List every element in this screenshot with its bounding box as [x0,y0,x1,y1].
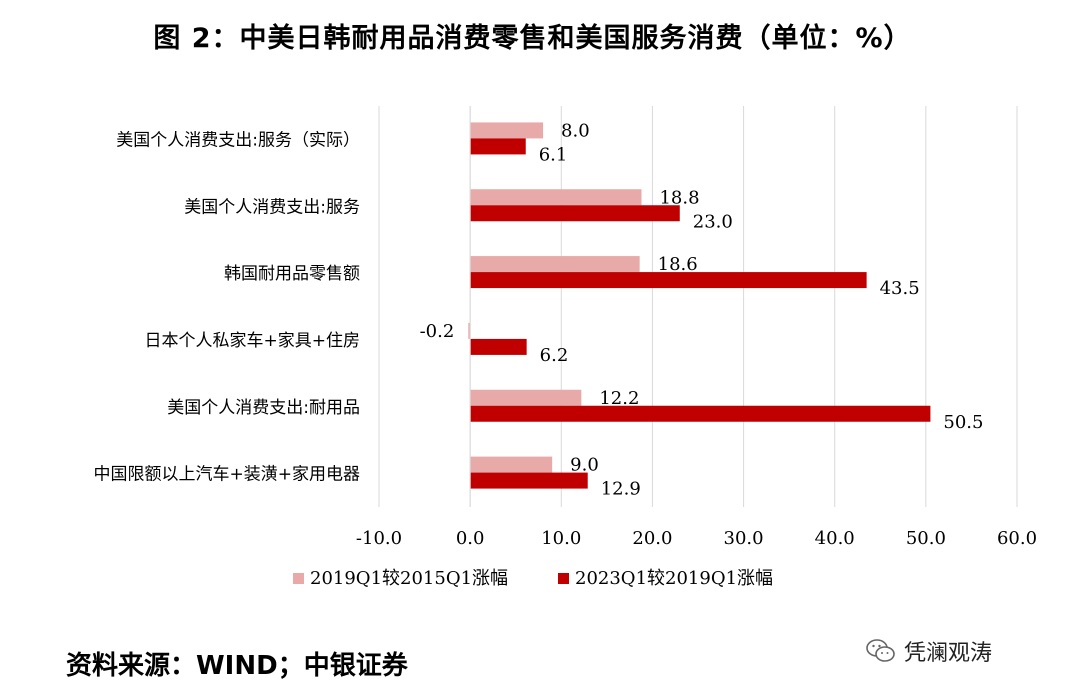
data-label: 18.8 [659,187,699,208]
data-label: 6.1 [539,144,568,165]
x-tick-label: 0.0 [456,528,485,549]
bar-series2 [470,138,526,155]
chart-title: 图 2：中美日韩耐用品消费零售和美国服务消费（单位：%） [153,23,912,54]
watermark-text: 凭澜观涛 [904,641,993,666]
data-label: -0.2 [420,321,455,342]
category-label: 日本个人私家车+家具+住房 [145,331,361,351]
bar-series1 [468,322,471,339]
bar-series2 [470,272,867,289]
bar-series1 [470,189,642,206]
data-label: 43.5 [880,278,920,299]
data-label: 50.5 [943,412,983,433]
bar-series1 [470,122,544,139]
data-label: 23.0 [693,211,733,232]
legend: 2019Q1较2015Q1涨幅 2023Q1较2019Q1涨幅 [293,568,773,589]
category-label: 美国个人消费支出:服务 [184,197,360,217]
x-tick-label: 60.0 [997,528,1037,549]
bar-series1 [470,389,582,406]
bar-series1 [470,256,640,273]
data-label: 18.6 [658,254,698,275]
x-tick-label: 10.0 [541,528,581,549]
bar-series2 [470,205,680,222]
grid-lines [378,106,1018,507]
legend-label: 2023Q1较2019Q1涨幅 [575,568,773,589]
x-tick-label: 40.0 [815,528,855,549]
bars [468,122,931,489]
wechat-icon [866,639,895,662]
data-label: 12.9 [601,479,641,500]
x-tick-label: 30.0 [724,528,764,549]
data-label: 9.0 [570,455,599,476]
data-label: 8.0 [561,120,590,141]
x-tick-label: 20.0 [632,528,672,549]
legend-swatch [293,573,304,584]
x-tick-label: 50.0 [906,528,946,549]
legend-swatch [558,573,569,584]
source-note: 资料来源：WIND；中银证券 [66,651,408,681]
watermark: 凭澜观涛 [866,633,992,669]
legend-label: 2019Q1较2015Q1涨幅 [310,568,508,589]
bar-series2 [470,472,588,489]
category-label: 中国限额以上汽车+装潢+家用电器 [94,465,361,485]
bar-series2 [470,338,527,355]
bar-series2 [470,405,931,422]
data-label: 6.2 [540,345,569,366]
category-label: 韩国耐用品零售额 [224,264,360,284]
axes: -10.0 0.0 10.0 20.0 30.0 40.0 50.0 60.0 美国个人消费支出… [94,106,1037,549]
data-labels: 8.0 6.1 18.8 23.0 18.6 43.5 -0.2 6.2 12.2 50.5 9.0… [420,120,984,499]
category-label: 美国个人消费支出:耐用品 [167,398,360,418]
x-tick-label: -10.0 [356,528,402,549]
bar-series1 [470,456,553,473]
data-label: 12.2 [599,388,639,409]
category-label: 美国个人消费支出:服务（实际） [116,130,360,150]
